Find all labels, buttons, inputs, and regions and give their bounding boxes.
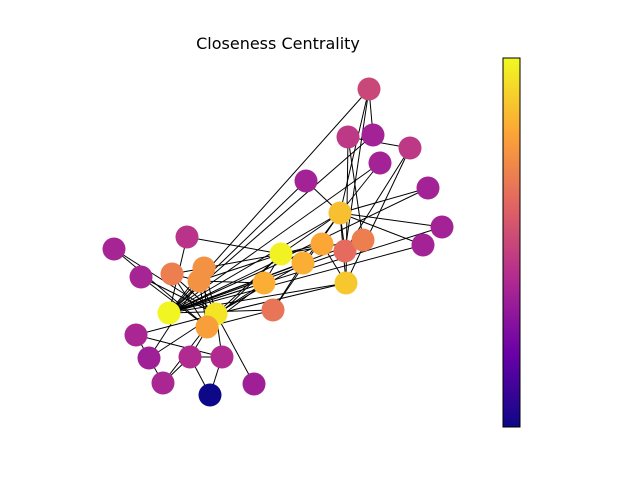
node (351, 228, 375, 252)
node (328, 201, 352, 225)
node (160, 262, 184, 286)
node (334, 271, 358, 295)
node (175, 225, 199, 249)
edge (168, 282, 347, 314)
edge (347, 136, 364, 241)
node (151, 371, 175, 395)
edge (280, 212, 341, 255)
node (129, 265, 153, 289)
edge-layer (113, 88, 443, 396)
edge (186, 236, 282, 255)
edge (344, 88, 370, 252)
edge (140, 276, 208, 328)
edge (168, 180, 307, 314)
node-layer (102, 77, 454, 407)
edge (198, 253, 282, 282)
node (411, 233, 435, 257)
edge (168, 187, 429, 314)
node (210, 345, 234, 369)
node (361, 123, 385, 147)
figure-title: Closeness Centrality (196, 34, 360, 53)
node (310, 232, 334, 256)
edge (339, 212, 424, 246)
node (261, 298, 285, 322)
node (368, 151, 392, 175)
node (333, 239, 357, 263)
colorbar-frame (502, 57, 521, 428)
node (242, 372, 266, 396)
node (291, 251, 315, 275)
node (416, 176, 440, 200)
node (192, 256, 216, 280)
edge (339, 88, 370, 214)
edge (171, 253, 282, 275)
node (398, 136, 422, 160)
edge (168, 244, 424, 314)
node (336, 125, 360, 149)
node (178, 345, 202, 369)
node (269, 242, 293, 266)
node (102, 237, 126, 261)
edge (168, 212, 341, 314)
node (157, 301, 181, 325)
node (430, 215, 454, 239)
node (294, 169, 318, 193)
node (357, 77, 381, 101)
edge (113, 248, 208, 328)
node (198, 383, 222, 407)
node (137, 346, 161, 370)
edge (339, 212, 443, 228)
edge (339, 187, 429, 214)
node (124, 323, 148, 347)
edge (345, 147, 411, 284)
edge (215, 313, 255, 385)
node (195, 315, 219, 339)
node (252, 271, 276, 295)
colorbar-gradient (503, 58, 520, 427)
colorbar (502, 57, 521, 428)
edge (135, 334, 223, 358)
